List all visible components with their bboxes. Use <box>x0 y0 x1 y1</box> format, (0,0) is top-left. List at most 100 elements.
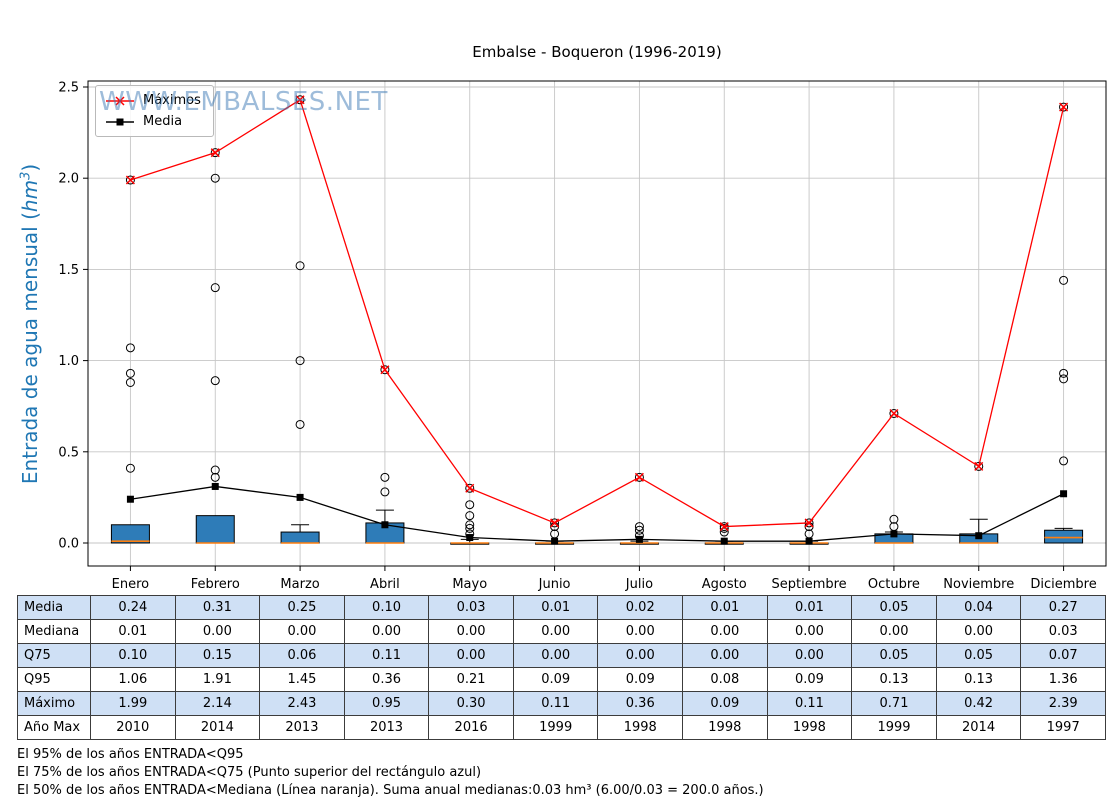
stats-cell: 0.11 <box>512 691 599 716</box>
chart-title: Embalse - Boqueron (1996-2019) <box>472 43 722 61</box>
outlier-circle <box>125 343 135 353</box>
stats-cell: 0.02 <box>597 595 684 620</box>
maximos-marker <box>125 175 135 185</box>
y-tick-label: 0.0 <box>58 537 79 552</box>
stats-cell: 2016 <box>428 715 514 740</box>
stats-cell: 0.03 <box>1020 619 1106 644</box>
stats-cell: 0.00 <box>597 619 684 644</box>
stats-cell: 0.05 <box>935 643 1022 668</box>
media-marker <box>720 537 728 545</box>
outlier-circle <box>465 520 475 530</box>
stats-row: Q95 1.06 1.91 1.45 0.36 0.21 0.09 0.09 0.08 0.09 0… <box>17 667 1106 692</box>
x-tick-label: Marzo <box>280 577 319 592</box>
footnote-mediana: El 50% de los años ENTRADA<Mediana (Líne… <box>17 783 764 798</box>
outlier-circle <box>1059 456 1069 466</box>
stats-cell: 0.71 <box>851 691 937 716</box>
stats-cell: 0.09 <box>597 667 684 692</box>
stats-cell: 0.06 <box>259 643 345 668</box>
stats-row: Mediana 0.01 0.00 0.00 0.00 0.00 0.00 0.00 0.00 0… <box>17 619 1106 644</box>
outlier-circle <box>380 365 390 375</box>
outlier-circle <box>125 463 135 473</box>
x-tick-label: Mayo <box>452 577 487 592</box>
media-marker <box>296 493 304 501</box>
stats-cell: 0.03 <box>428 595 514 620</box>
stats-cell: 0.27 <box>1020 595 1106 620</box>
stats-table: Media 0.24 0.31 0.25 0.10 0.03 0.01 0.02 0.01 0.0… <box>17 595 1106 740</box>
outlier-circle <box>295 95 305 105</box>
outlier-circle <box>550 518 560 528</box>
stats-cell: 0.00 <box>851 619 937 644</box>
stats-cell: 0.00 <box>512 619 599 644</box>
x-tick-label: Junio <box>538 577 571 592</box>
stats-row-label: Q95 <box>17 667 91 692</box>
maximos-line <box>130 98 1065 528</box>
maximos-marker <box>719 522 729 532</box>
stats-cell: 0.95 <box>343 691 430 716</box>
stats-cell: 0.10 <box>343 595 430 620</box>
stats-cell: 1999 <box>851 715 937 740</box>
media-marker <box>975 532 983 540</box>
stats-cell: 2014 <box>174 715 261 740</box>
x-tick-label: Septiembre <box>771 577 846 592</box>
stats-row-label: Máximo <box>17 691 91 716</box>
media-marker <box>381 521 389 529</box>
outlier-circle <box>1059 102 1069 112</box>
stats-cell: 2010 <box>90 715 176 740</box>
stats-cell: 0.01 <box>512 595 599 620</box>
stats-cell: 1998 <box>766 715 853 740</box>
stats-cell: 0.09 <box>682 691 768 716</box>
y-tick-label: 2.0 <box>58 172 79 187</box>
maximos-marker <box>550 518 560 528</box>
outlier-circle <box>1059 275 1069 285</box>
stats-cell: 0.07 <box>1020 643 1106 668</box>
stats-cell: 0.00 <box>174 619 261 644</box>
outlier-circle <box>210 376 220 386</box>
stats-cell: 2.14 <box>174 691 261 716</box>
stats-cell: 0.21 <box>428 667 514 692</box>
outlier-circle <box>210 283 220 293</box>
stats-cell: 1.36 <box>1020 667 1106 692</box>
outlier-circle <box>465 483 475 493</box>
x-tick-label: Febrero <box>191 577 240 592</box>
stats-cell: 0.05 <box>851 595 937 620</box>
stats-cell: 2.43 <box>259 691 345 716</box>
media-marker <box>126 495 134 503</box>
maximos-marker <box>889 408 899 419</box>
media-marker <box>1060 490 1068 498</box>
stats-row-label: Media <box>17 595 91 620</box>
stats-cell: 0.05 <box>851 643 937 668</box>
outlier-circle <box>210 173 220 183</box>
stats-cell: 1.91 <box>174 667 261 692</box>
media-line <box>130 485 1064 542</box>
x-tick-label: Agosto <box>702 577 747 592</box>
stats-cell: 0.25 <box>259 595 345 620</box>
stats-cell: 0.10 <box>90 643 176 668</box>
outlier-circle <box>125 377 135 387</box>
maximos-line-icon <box>106 95 134 106</box>
y-tick-label: 1.0 <box>58 354 79 369</box>
stats-cell: 0.00 <box>428 619 514 644</box>
maximos-marker <box>465 483 475 493</box>
x-tick-label: Diciembre <box>1030 577 1096 592</box>
footnotes: El 95% de los años ENTRADA<Q95 El 75% de… <box>17 746 764 800</box>
box <box>280 531 320 544</box>
stats-cell: 0.42 <box>935 691 1022 716</box>
stats-cell: 0.00 <box>428 643 514 668</box>
box <box>110 524 150 544</box>
stats-cell: 0.00 <box>343 619 430 644</box>
stats-cell: 0.00 <box>597 643 684 668</box>
stats-cell: 0.01 <box>682 595 768 620</box>
stats-row: Q75 0.10 0.15 0.06 0.11 0.00 0.00 0.00 0.00 0.00 0… <box>17 643 1106 668</box>
stats-cell: 0.15 <box>174 643 261 668</box>
stats-row: Media 0.24 0.31 0.25 0.10 0.03 0.01 0.02 0.01 0.0… <box>17 595 1106 620</box>
stats-cell: 0.13 <box>935 667 1022 692</box>
stats-cell: 1998 <box>597 715 684 740</box>
stats-cell: 0.01 <box>766 595 853 620</box>
media-line-icon <box>106 118 134 125</box>
stats-cell: 0.00 <box>766 643 853 668</box>
outlier-circle <box>210 148 220 158</box>
stats-cell: 0.00 <box>259 619 345 644</box>
outlier-circle <box>974 461 984 471</box>
outlier-circle <box>634 522 644 532</box>
